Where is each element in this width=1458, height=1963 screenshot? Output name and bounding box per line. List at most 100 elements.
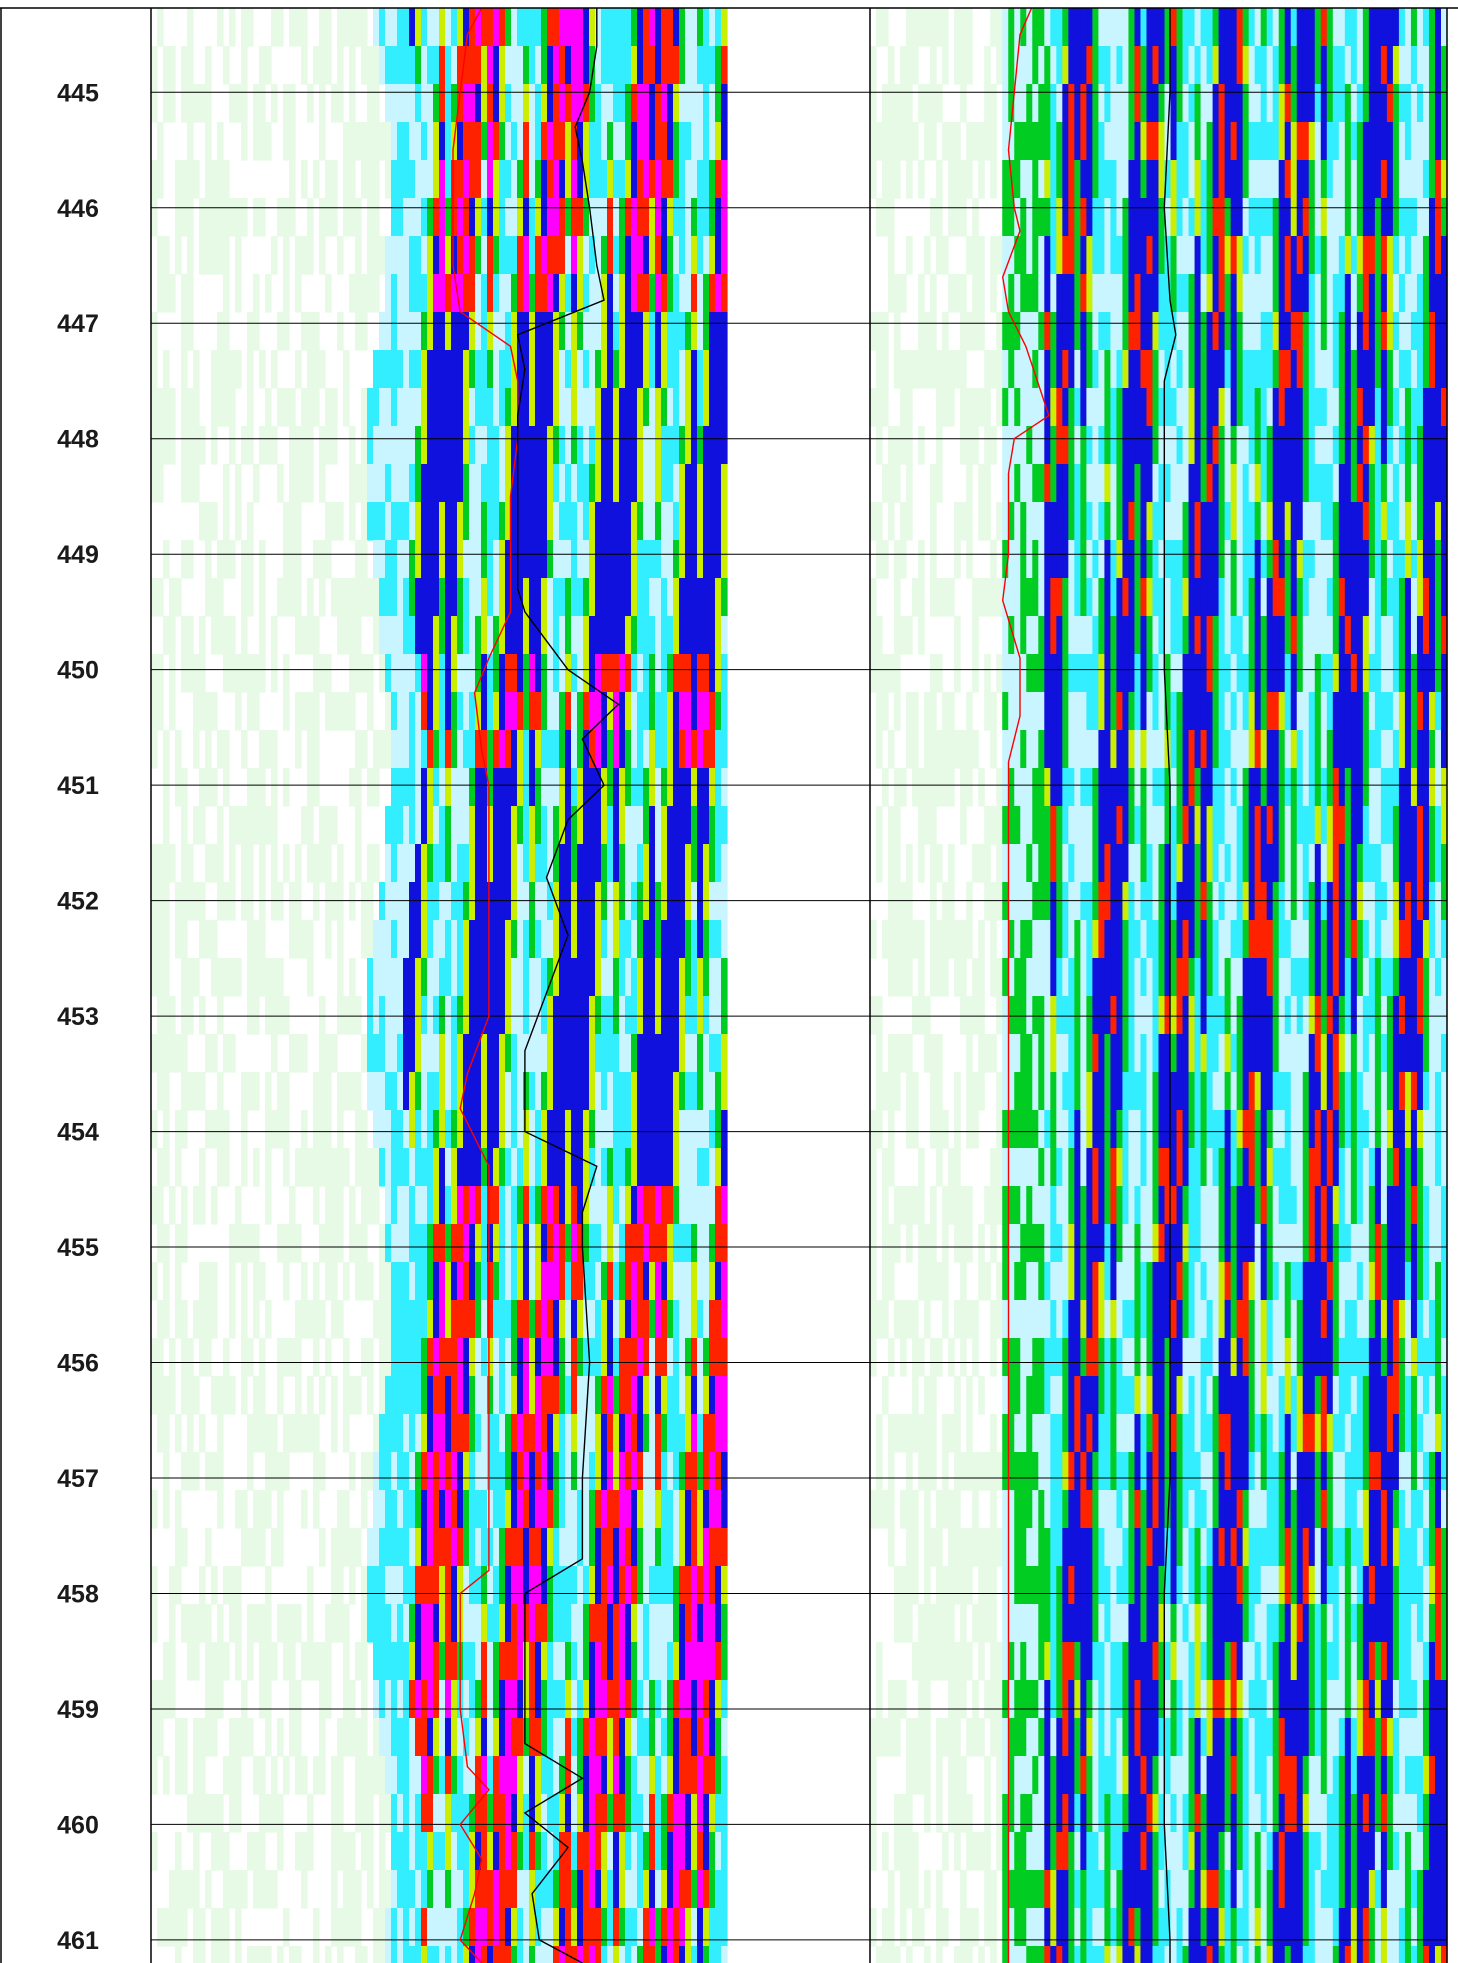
heatmap-cell (649, 8, 656, 47)
heatmap-cell (655, 388, 662, 427)
heatmap-cell (199, 236, 206, 275)
heatmap-cell (541, 1908, 548, 1947)
heatmap-cell (397, 350, 404, 389)
heatmap-cell (487, 920, 494, 959)
heatmap-cell (373, 1072, 380, 1111)
heatmap-cell (595, 578, 602, 617)
heatmap-cell (547, 426, 554, 465)
heatmap-cell (679, 1034, 686, 1073)
heatmap-cell (379, 350, 386, 389)
heatmap-cell (1386, 84, 1394, 123)
heatmap-cell (265, 46, 272, 85)
heatmap-cell (487, 198, 494, 237)
heatmap-cell (415, 768, 422, 807)
heatmap-cell (571, 806, 578, 845)
heatmap-cell (655, 236, 662, 275)
heatmap-cell (463, 882, 470, 921)
heatmap-cell (1188, 84, 1196, 123)
heatmap-cell (685, 84, 692, 123)
heatmap-cell (433, 692, 440, 731)
heatmap-cell (211, 1946, 218, 1963)
heatmap-cell (421, 312, 428, 351)
heatmap-cell (523, 46, 530, 85)
heatmap-cell (667, 426, 674, 465)
heatmap-cell (1002, 312, 1009, 351)
heatmap-cell (463, 198, 470, 237)
heatmap-cell (451, 1414, 458, 1453)
heatmap-cell (265, 996, 272, 1035)
heatmap-cell (283, 654, 290, 693)
heatmap-cell (355, 1794, 362, 1833)
heatmap-cell (283, 1262, 290, 1301)
heatmap-cell (181, 920, 188, 959)
heatmap-cell (1308, 8, 1316, 47)
heatmap-cell (685, 312, 692, 351)
heatmap-cell (1038, 350, 1045, 389)
heatmap-cell (619, 996, 626, 1035)
heatmap-cell (373, 1604, 380, 1643)
heatmap-cell (151, 882, 158, 921)
heatmap-cell (409, 84, 416, 123)
heatmap-cell (181, 350, 188, 389)
heatmap-cell (667, 464, 674, 503)
heatmap-cell (481, 426, 488, 465)
heatmap-cell (175, 1490, 182, 1529)
heatmap-cell (649, 198, 656, 237)
heatmap-cell (715, 1680, 722, 1719)
heatmap-cell (691, 160, 698, 199)
heatmap-cell (577, 1528, 584, 1567)
heatmap-cell (151, 1832, 158, 1871)
heatmap-cell (553, 198, 560, 237)
heatmap-cell (331, 160, 338, 199)
heatmap-cell (493, 236, 500, 275)
heatmap-cell (433, 8, 440, 47)
heatmap-cell (691, 388, 698, 427)
heatmap-cell (415, 1034, 422, 1073)
heatmap-cell (355, 1376, 362, 1415)
heatmap-cell (697, 692, 704, 731)
heatmap-cell (187, 616, 194, 655)
heatmap-cell (505, 1148, 512, 1187)
heatmap-cell (649, 1224, 656, 1263)
heatmap-cell (151, 1338, 158, 1377)
heatmap-cell (553, 1718, 560, 1757)
heatmap-cell (1230, 122, 1238, 161)
heatmap-cell (379, 46, 386, 85)
heatmap-cell (547, 768, 554, 807)
heatmap-cell (565, 1832, 572, 1871)
heatmap-cell (715, 616, 722, 655)
heatmap-cell (271, 806, 278, 845)
heatmap-cell (457, 882, 464, 921)
heatmap-cell (223, 1148, 230, 1187)
heatmap-cell (151, 426, 158, 465)
heatmap-cell (403, 1908, 410, 1947)
heatmap-cell (553, 1680, 560, 1719)
heatmap-cell (1236, 312, 1244, 351)
heatmap-cell (589, 350, 596, 389)
heatmap-cell (1062, 46, 1069, 85)
heatmap-cell (936, 236, 943, 275)
heatmap-cell (517, 1414, 524, 1453)
heatmap-cell (583, 616, 590, 655)
heatmap-cell (685, 1832, 692, 1871)
heatmap-cell (223, 160, 230, 199)
heatmap-cell (439, 1338, 446, 1377)
heatmap-cell (523, 1338, 530, 1377)
heatmap-cell (1338, 8, 1346, 47)
heatmap-cell (1206, 84, 1214, 123)
heatmap-cell (517, 882, 524, 921)
heatmap-cell (379, 1680, 386, 1719)
heatmap-cell (661, 8, 668, 47)
heatmap-cell (691, 122, 698, 161)
heatmap-cell (1302, 312, 1310, 351)
heatmap-cell (1344, 122, 1352, 161)
heatmap-cell (1296, 46, 1304, 85)
heatmap-cell (349, 84, 356, 123)
heatmap-cell (625, 1452, 632, 1491)
heatmap-cell (379, 1870, 386, 1909)
heatmap-cell (205, 768, 212, 807)
heatmap-cell (427, 1566, 434, 1605)
heatmap-cell (1398, 46, 1406, 85)
heatmap-cell (565, 1034, 572, 1073)
heatmap-cell (169, 1566, 176, 1605)
